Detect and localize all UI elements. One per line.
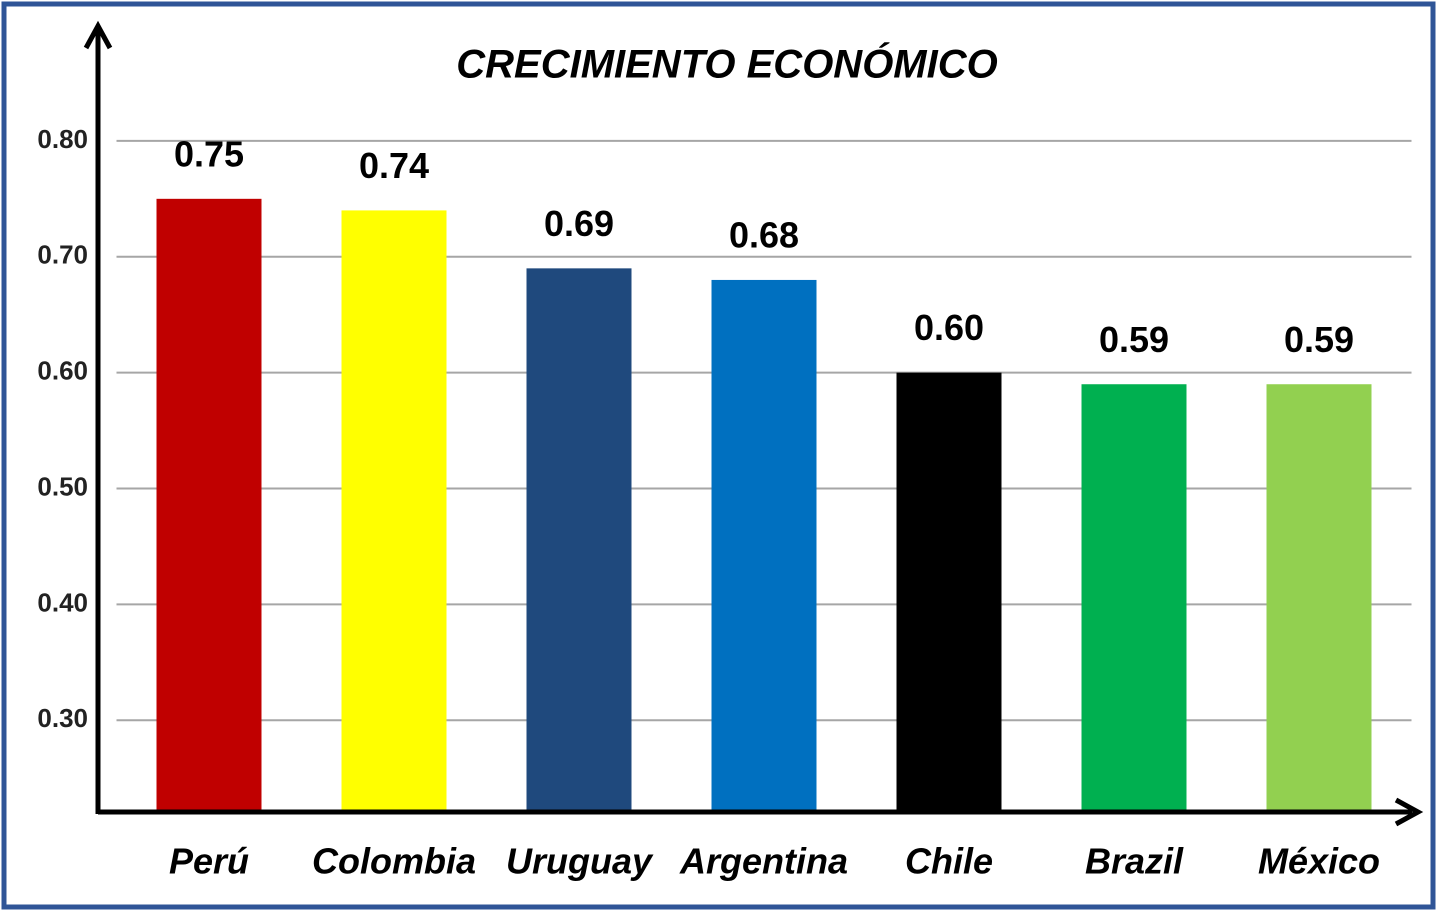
y-tick-label: 0.50 bbox=[37, 471, 88, 501]
y-tick-label: 0.60 bbox=[37, 356, 88, 386]
data-label: 0.74 bbox=[359, 145, 429, 186]
x-tick-label: Colombia bbox=[312, 841, 476, 882]
y-arrow bbox=[83, 20, 113, 50]
y-tick-label: 0.80 bbox=[37, 124, 88, 154]
x-tick-label: Perú bbox=[169, 841, 249, 882]
data-label: 0.75 bbox=[174, 133, 244, 174]
bar bbox=[526, 268, 632, 814]
bar bbox=[341, 210, 447, 814]
y-tick-label: 0.40 bbox=[37, 587, 88, 617]
data-label: 0.59 bbox=[1284, 319, 1354, 360]
data-label: 0.60 bbox=[914, 307, 984, 348]
x-tick-label: Uruguay bbox=[506, 841, 654, 882]
data-label: 0.68 bbox=[729, 214, 799, 255]
x-arrow bbox=[1394, 797, 1424, 827]
x-tick-label: México bbox=[1258, 841, 1380, 882]
axes bbox=[83, 20, 1424, 827]
x-tick-label: Chile bbox=[905, 841, 993, 882]
bar bbox=[1081, 384, 1187, 813]
bar bbox=[896, 372, 1002, 813]
bar bbox=[156, 198, 262, 813]
data-label: 0.69 bbox=[544, 203, 614, 244]
bar bbox=[711, 279, 817, 813]
bar bbox=[1266, 384, 1372, 813]
x-tick-label: Argentina bbox=[679, 841, 848, 882]
y-tick-label: 0.30 bbox=[37, 703, 88, 733]
y-tick-label: 0.70 bbox=[37, 240, 88, 270]
chart-title: CRECIMIENTO ECONÓMICO bbox=[456, 41, 998, 87]
data-label: 0.59 bbox=[1099, 319, 1169, 360]
plot: 0.30 0.40 0.50 0.60 0.70 0.80 0.75 Perú 0.74 Colo… bbox=[37, 124, 1412, 882]
x-tick-label: Brazil bbox=[1085, 841, 1184, 882]
